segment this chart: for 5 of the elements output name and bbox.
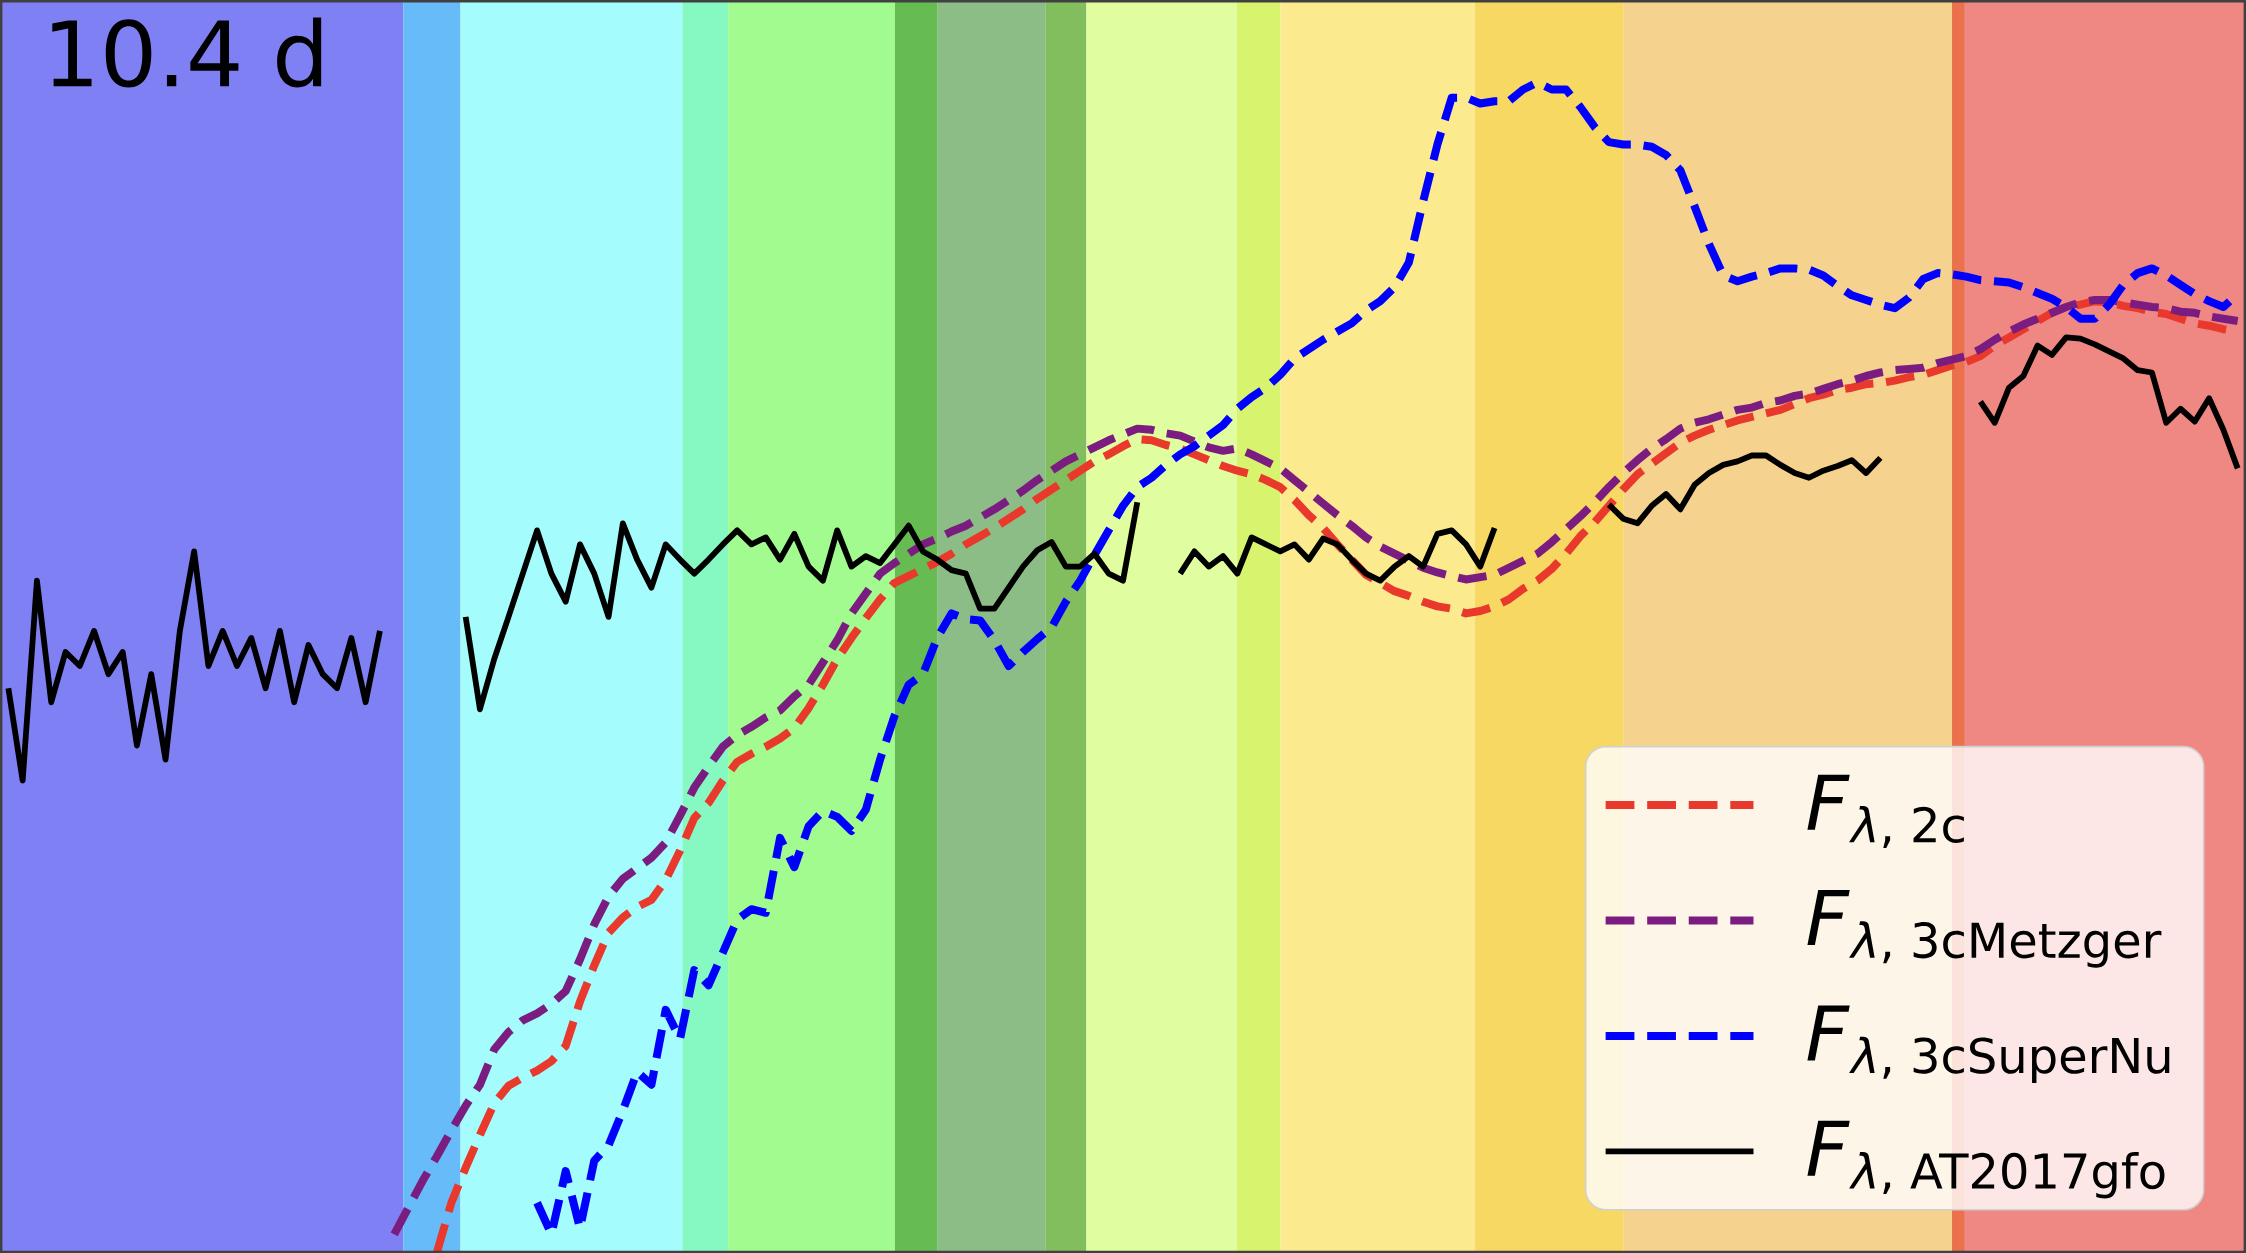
legend-label: $F_{\lambda\text{, 3cSuperNu}}$ [1807, 1005, 2170, 1084]
legend-label: $F_{\lambda\text{, AT2017gfo}}$ [1807, 1120, 2165, 1199]
annotation: 10.4 d [52, 17, 322, 88]
legend-label: $F_{\lambda\text{, 2c}}$ [1807, 774, 1964, 848]
legend-label: $F_{\lambda\text{, 3cMetzger}}$ [1807, 889, 2162, 968]
